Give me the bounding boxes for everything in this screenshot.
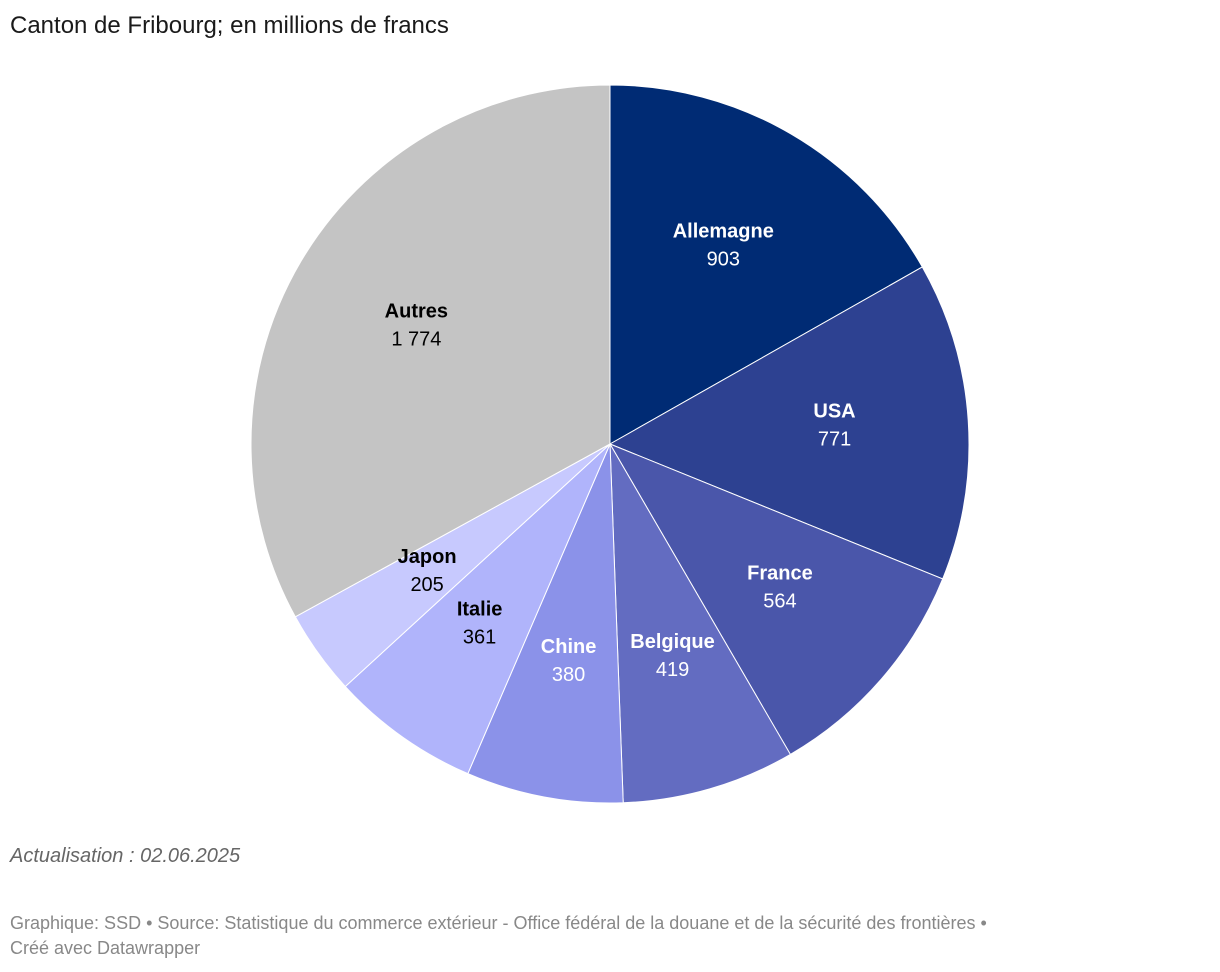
pie-slice-france <box>608 442 944 756</box>
slice-label-autres: Autres <box>385 300 448 322</box>
pie-slice-chine <box>467 443 624 804</box>
slice-label-chine: Chine <box>541 636 597 658</box>
slice-value-france: 564 <box>763 590 796 612</box>
slice-value-belgique: 419 <box>656 659 689 681</box>
slice-value-usa: 771 <box>818 428 851 450</box>
update-note: Actualisation : 02.06.2025 <box>10 845 241 867</box>
slice-label-belgique: Belgique <box>630 631 714 653</box>
slice-value-italie: 361 <box>463 626 496 648</box>
slice-label-italie: Italie <box>457 598 503 620</box>
slice-value-chine: 380 <box>552 664 585 686</box>
pie-slice-allemagne <box>609 84 924 445</box>
pie-slice-italie <box>344 443 611 775</box>
pie-slice-belgique <box>609 443 792 804</box>
pie-slice-autres <box>250 84 611 618</box>
slice-value-allemagne: 903 <box>707 249 740 271</box>
footer-line-2: Créé avec Datawrapper <box>10 938 201 958</box>
slice-value-autres: 1 774 <box>391 328 441 350</box>
slice-label-japon: Japon <box>398 546 457 568</box>
slice-label-usa: USA <box>813 400 855 422</box>
slice-value-japon: 205 <box>410 574 443 596</box>
footer-source: Graphique: SSD • Source: Statistique du … <box>10 911 1210 961</box>
slice-label-france: France <box>747 562 813 584</box>
slice-label-allemagne: Allemagne <box>673 221 774 243</box>
chart-title: Canton de Fribourg; en millions de franc… <box>10 12 449 39</box>
footer-line-1: Graphique: SSD • Source: Statistique du … <box>10 913 987 933</box>
pie-slice-usa <box>608 266 970 580</box>
